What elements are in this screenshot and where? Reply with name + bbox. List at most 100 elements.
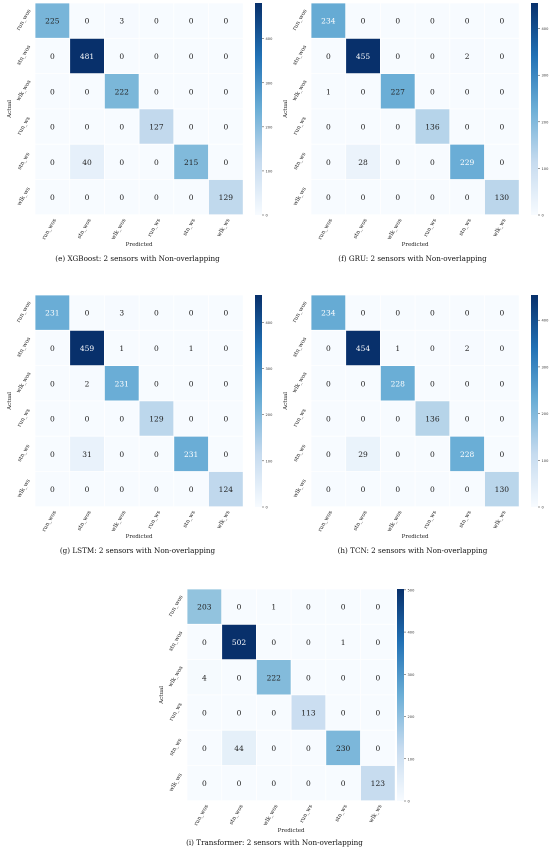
heatmap-cell	[35, 330, 70, 366]
cell-value: 0	[499, 415, 504, 424]
cell-value: 231	[184, 450, 198, 459]
cell-value: 0	[465, 193, 470, 202]
cell-value: 0	[341, 673, 346, 682]
cell-value: 3	[119, 309, 124, 318]
cell-value: 0	[237, 779, 242, 788]
cell-value: 0	[271, 744, 276, 753]
heatmap-cell	[380, 400, 416, 437]
cell-value: 0	[395, 123, 400, 132]
heatmap-cell	[415, 144, 450, 180]
heatmap-cell	[104, 73, 140, 109]
heatmap-cell	[380, 436, 416, 472]
heatmap-cell	[449, 3, 485, 39]
colorbar-tick-label: 100	[542, 167, 550, 171]
cell-value: 127	[149, 123, 164, 132]
cell-value: 123	[371, 779, 386, 788]
cell-value: 0	[237, 709, 242, 718]
y-tick-label: stn_wos	[16, 336, 32, 358]
heatmap-cell	[345, 38, 381, 74]
heatmap-cell	[345, 436, 381, 472]
cell-value: 215	[184, 158, 199, 167]
cell-value: 222	[267, 673, 282, 682]
colorbar-tick-label: 300	[266, 81, 274, 85]
cell-value: 0	[326, 123, 331, 132]
heatmap-cell	[208, 38, 244, 74]
cell-value: 1	[341, 638, 346, 647]
colorbar	[255, 295, 262, 507]
heatmap-cell	[69, 179, 105, 215]
cell-value: 1	[271, 603, 276, 612]
cell-value: 227	[391, 87, 406, 96]
x-tick-label: stn_wos	[228, 804, 244, 826]
x-tick-label: wlk_ws	[216, 218, 231, 239]
heatmap-cell	[345, 179, 381, 215]
heatmap-cell	[173, 295, 209, 331]
heatmap-cell	[35, 436, 70, 472]
cell-value: 0	[189, 379, 194, 388]
colorbar-tick-label: 400	[542, 27, 550, 31]
heatmap-cell	[256, 624, 292, 660]
heatmap-cell	[173, 365, 209, 401]
heatmap-cell	[449, 108, 485, 145]
heatmap-cell	[173, 108, 209, 145]
cell-value: 0	[375, 638, 380, 647]
cell-value: 28	[358, 158, 368, 167]
heatmap-cell	[208, 330, 244, 366]
cell-value: 0	[395, 193, 400, 202]
heatmap-cell	[415, 179, 450, 215]
cell-value: 0	[189, 123, 194, 132]
cell-value: 0	[375, 603, 380, 612]
cell-value: 0	[119, 158, 124, 167]
heatmap-cell	[69, 73, 105, 109]
cell-value: 136	[425, 415, 440, 424]
y-tick-label: run_ws	[17, 116, 32, 136]
cell-value: 0	[154, 485, 159, 494]
cell-value: 0	[119, 123, 124, 132]
heatmap-cell	[311, 330, 346, 366]
colorbar-tick-label: 200	[266, 125, 274, 129]
y-tick-label: run_wos	[292, 300, 309, 323]
cell-value: 0	[341, 709, 346, 718]
x-tick-label: stn_wos	[76, 218, 92, 240]
heatmap-cell	[380, 330, 416, 366]
colorbar-tick-label: 300	[542, 365, 550, 369]
heatmap-cell	[311, 179, 346, 215]
heatmap-cell	[345, 73, 381, 109]
confusion-matrix-panel-3: 234 0 0 0 0 00 454 1 0 2 00 0 228 0 0 00 0 0 136 0 00 29 0 0 228…	[283, 294, 550, 540]
cell-value: 0	[306, 744, 311, 753]
x-tick-label: stn_wos	[76, 510, 92, 532]
heatmap-cell	[139, 295, 174, 331]
heatmap-cell	[449, 471, 485, 507]
cell-value: 0	[85, 17, 90, 26]
y-axis-label: Actual	[7, 392, 13, 411]
cell-value: 0	[430, 193, 435, 202]
colorbar-tick-label: 500	[408, 588, 416, 592]
heatmap-cell	[311, 73, 346, 109]
x-tick-label: run_wos	[317, 218, 334, 241]
heatmap-cell	[35, 179, 70, 215]
cell-value: 0	[50, 158, 55, 167]
heatmap-cell	[139, 144, 174, 180]
cell-value: 0	[326, 450, 331, 459]
heatmap-cell	[380, 365, 416, 401]
cell-value: 203	[197, 603, 212, 612]
heatmap-cell	[173, 330, 209, 366]
x-tick-label: wlk_wos	[387, 218, 404, 241]
heatmap-cell	[311, 108, 346, 145]
heatmap-cell	[360, 765, 396, 801]
heatmap-cell	[187, 694, 222, 731]
heatmap-cell	[325, 659, 361, 695]
cell-value: 130	[495, 193, 510, 202]
heatmap-cell	[311, 436, 346, 472]
heatmap-cell	[104, 365, 140, 401]
cell-value: 0	[50, 485, 55, 494]
cell-value: 0	[223, 309, 228, 318]
cell-value: 0	[223, 344, 228, 353]
y-tick-label: wlk_wos	[16, 371, 33, 394]
y-tick-label: wlk_ws	[293, 186, 308, 207]
x-tick-label: run_ws	[147, 218, 162, 238]
x-tick-label: wlk_ws	[368, 804, 383, 825]
colorbar-tick-label: 300	[266, 367, 274, 371]
heatmap-cell	[484, 295, 520, 331]
